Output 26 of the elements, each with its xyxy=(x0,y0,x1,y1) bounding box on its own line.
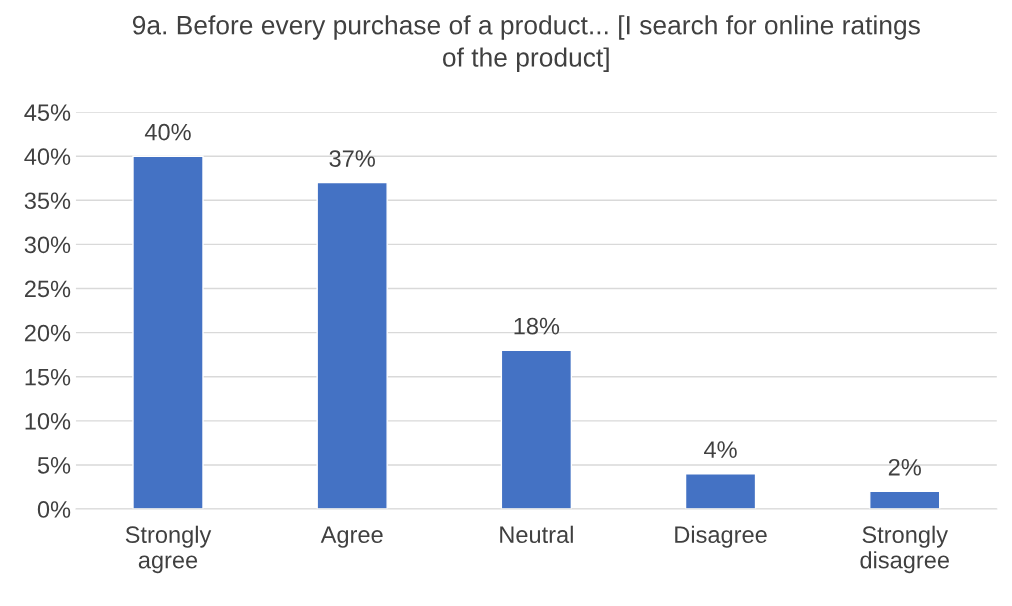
bar xyxy=(684,473,757,510)
bar xyxy=(500,349,573,510)
data-label: 37% xyxy=(329,150,375,167)
bar xyxy=(132,155,204,510)
y-tick-label: 20% xyxy=(24,324,71,342)
x-tick-label: Neutral xyxy=(500,525,573,544)
bar xyxy=(869,490,941,510)
x-tick-label: Disagree xyxy=(675,525,767,548)
y-tick-label: 5% xyxy=(37,457,71,474)
y-tick-label: 35% xyxy=(24,192,71,210)
y-tick-label: 45% xyxy=(24,104,71,121)
y-tick-label: 25% xyxy=(24,280,71,298)
x-tick-label: Agree xyxy=(320,526,383,548)
data-label: 4% xyxy=(704,441,737,458)
y-tick-label: 10% xyxy=(25,412,71,430)
chart-title: 9a. Before every purchase of a product... [I search for online ratings of the product] xyxy=(132,15,920,72)
y-tick-label: 0% xyxy=(37,501,71,518)
y-tick-label: 15% xyxy=(25,368,71,386)
bar xyxy=(316,181,388,510)
data-label: 40% xyxy=(144,123,191,141)
data-label: 2% xyxy=(888,458,921,476)
x-tick-label: Strongly agree xyxy=(125,525,212,574)
x-tick-label: Strongly disagree xyxy=(860,525,949,574)
data-label: 18% xyxy=(514,317,560,335)
y-tick-label: 30% xyxy=(24,236,71,254)
y-tick-label: 40% xyxy=(24,148,71,165)
